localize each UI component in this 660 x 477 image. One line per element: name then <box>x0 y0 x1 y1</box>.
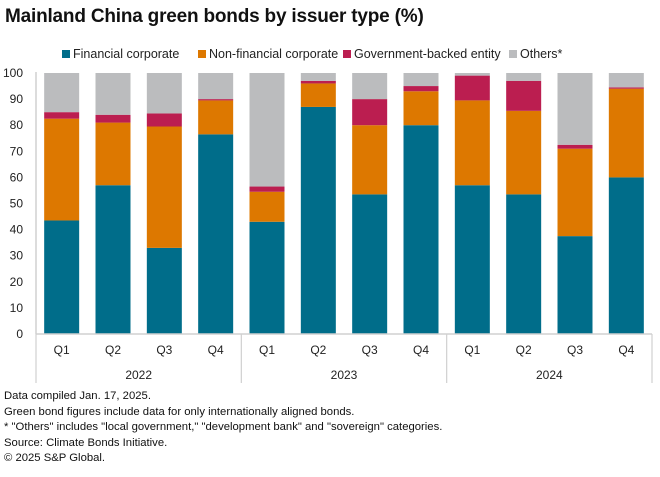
footnotes: Data compiled Jan. 17, 2025. Green bond … <box>4 389 442 467</box>
x-group-label: 2022 <box>125 368 152 382</box>
bar-nonfinancial <box>95 122 131 186</box>
y-tick-label: 100 <box>3 66 23 80</box>
note-compiled: Data compiled Jan. 17, 2025. <box>4 390 151 402</box>
bar-others <box>506 73 542 81</box>
bar-financial <box>300 106 336 335</box>
bar-government <box>403 86 439 92</box>
bar-government <box>506 80 542 111</box>
y-tick-label: 40 <box>10 223 24 237</box>
x-tick-label: Q1 <box>259 343 275 357</box>
bar-nonfinancial <box>352 125 388 195</box>
bar-others <box>352 73 388 100</box>
legend-swatch-nonfinancial <box>198 50 206 58</box>
bar-financial <box>146 247 182 334</box>
bar-government <box>95 114 131 123</box>
bar-nonfinancial <box>300 83 336 107</box>
bar-others <box>198 73 234 100</box>
note-others-definition: * "Others" includes "local government," … <box>4 421 443 434</box>
legend-swatch-others <box>509 50 517 58</box>
x-tick-label: Q1 <box>54 343 70 357</box>
bar-nonfinancial <box>146 126 182 248</box>
bar-government <box>249 186 285 192</box>
chart-legend: Financial corporate Non-financial corpor… <box>0 47 660 63</box>
y-tick-label: 50 <box>10 197 24 211</box>
x-tick-label: Q2 <box>105 343 121 357</box>
bar-government <box>557 144 593 149</box>
bar-nonfinancial <box>44 118 80 221</box>
x-tick-label: Q4 <box>208 343 224 357</box>
bar-financial <box>44 220 80 334</box>
bar-financial <box>403 125 439 334</box>
x-group-label: 2024 <box>536 368 563 382</box>
legend-label: Others* <box>520 47 563 61</box>
y-tick-label: 20 <box>10 275 24 289</box>
bar-nonfinancial <box>506 110 542 195</box>
y-tick-label: 90 <box>10 92 24 106</box>
bar-nonfinancial <box>198 100 234 135</box>
note-source: Source: Climate Bonds Initiative. <box>4 436 168 449</box>
bar-financial <box>608 177 644 334</box>
bar-financial <box>95 185 131 334</box>
bar-nonfinancial <box>557 148 593 237</box>
y-tick-label: 60 <box>10 170 24 184</box>
legend-label: Government-backed entity <box>354 47 501 61</box>
bar-nonfinancial <box>249 191 285 222</box>
legend-label: Non-financial corporate <box>209 47 339 61</box>
y-tick-label: 0 <box>16 327 23 341</box>
bar-financial <box>506 194 542 334</box>
note-scope: Green bond figures include data for only… <box>4 405 355 418</box>
bar-others <box>403 73 439 87</box>
x-tick-label: Q2 <box>516 343 532 357</box>
bar-others <box>249 73 285 187</box>
y-tick-label: 80 <box>10 118 24 132</box>
legend-swatch-government <box>343 50 351 58</box>
note-copyright: © 2025 S&P Global. <box>4 452 106 465</box>
x-tick-label: Q3 <box>362 343 378 357</box>
bar-financial <box>454 185 490 334</box>
legend-swatch-financial <box>62 50 70 58</box>
bar-others <box>146 73 182 114</box>
legend-item-financial: Financial corporate <box>62 47 179 61</box>
x-tick-label: Q2 <box>310 343 326 357</box>
bar-financial <box>198 134 234 334</box>
y-tick-label: 70 <box>10 144 24 158</box>
bar-financial <box>249 221 285 334</box>
bar-others <box>608 73 644 88</box>
x-group-label: 2023 <box>331 368 358 382</box>
bar-financial <box>557 236 593 335</box>
bar-government <box>146 113 182 127</box>
bar-government <box>300 80 336 84</box>
bar-financial <box>352 194 388 334</box>
bar-others <box>44 73 80 113</box>
legend-label: Financial corporate <box>73 47 180 61</box>
x-tick-label: Q3 <box>567 343 583 357</box>
x-tick-label: Q4 <box>413 343 429 357</box>
bar-others <box>300 73 336 81</box>
bar-nonfinancial <box>608 88 644 178</box>
legend-item-government: Government-backed entity <box>343 47 501 61</box>
bar-others <box>557 73 593 145</box>
bar-government <box>198 99 234 101</box>
bar-government <box>352 99 388 126</box>
y-tick-label: 30 <box>10 249 24 263</box>
x-tick-label: Q1 <box>464 343 480 357</box>
bar-nonfinancial <box>403 91 439 126</box>
bar-government <box>608 87 644 89</box>
bar-others <box>95 73 131 115</box>
bar-government <box>44 112 80 119</box>
legend-item-nonfinancial: Non-financial corporate <box>198 47 338 61</box>
x-tick-label: Q4 <box>618 343 634 357</box>
chart-title: Mainland China green bonds by issuer typ… <box>5 6 424 27</box>
x-tick-label: Q3 <box>156 343 172 357</box>
bar-nonfinancial <box>454 100 490 186</box>
bar-government <box>454 75 490 101</box>
legend-item-others: Others* <box>509 47 562 61</box>
y-tick-label: 10 <box>10 301 24 315</box>
bar-others <box>454 73 490 76</box>
